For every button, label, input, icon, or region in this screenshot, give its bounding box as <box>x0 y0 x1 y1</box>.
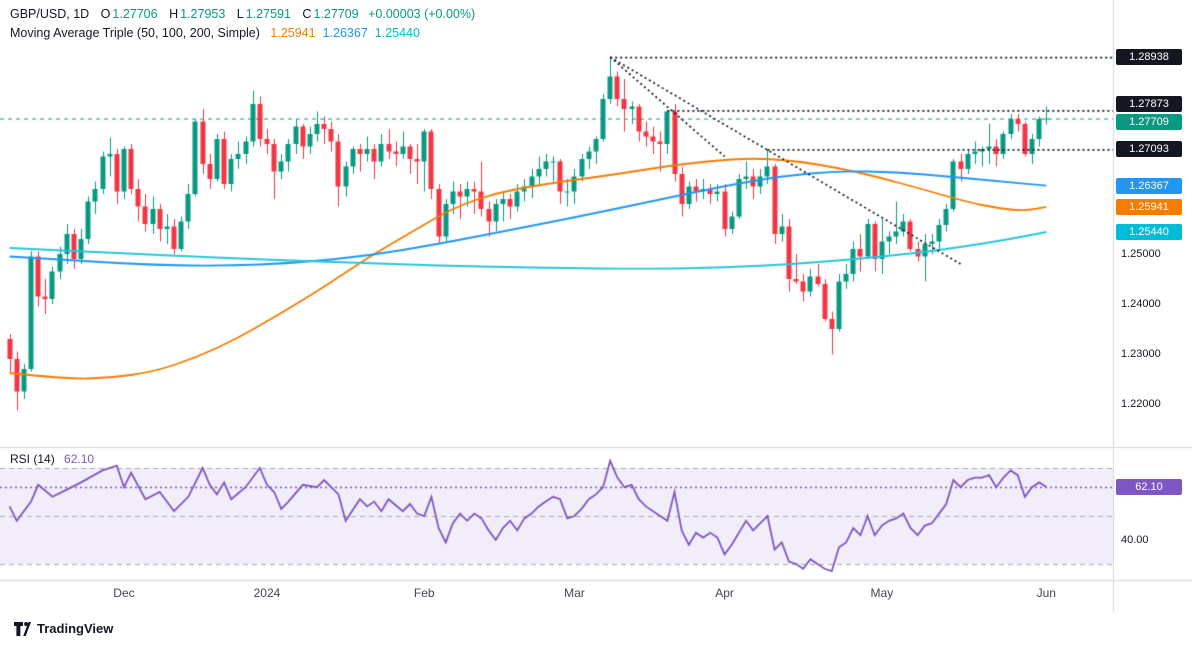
price-tick: 1.22000 <box>1121 398 1161 410</box>
rsi-legend: RSI (14) 62.10 <box>10 452 94 466</box>
price-badge: 1.27873 <box>1116 96 1182 113</box>
tradingview-logo-text: TradingView <box>37 621 114 636</box>
ohlc-low-value: 1.27591 <box>245 7 291 21</box>
price-badge: 1.25941 <box>1116 198 1182 215</box>
time-label: Mar <box>564 586 585 600</box>
ohlc-low-label: L <box>236 7 244 21</box>
time-label: Jun <box>1036 586 1056 600</box>
price-badge: 1.27093 <box>1116 141 1182 158</box>
ma-value: 1.25440 <box>374 26 420 40</box>
ohlc-open-label: O <box>100 7 111 21</box>
tradingview-logo-icon <box>14 621 31 636</box>
rsi-badge: 62.10 <box>1116 478 1182 495</box>
time-axis[interactable]: Dec 2024 Feb Mar Apr May Jun <box>0 580 1113 608</box>
ma-indicator-title[interactable]: Moving Average Triple (50, 100, 200, Sim… <box>10 26 260 40</box>
time-label: 2024 <box>253 586 281 600</box>
ma-value: 1.25941 <box>270 26 316 40</box>
time-label: Apr <box>715 586 734 600</box>
ohlc-open-value: 1.27706 <box>112 7 158 21</box>
price-tick: 1.23000 <box>1121 348 1161 360</box>
symbol-title[interactable]: GBP/USD, 1D <box>10 7 90 21</box>
price-tick: 1.25000 <box>1121 248 1161 260</box>
symbol-legend: GBP/USD, 1D O 1.27706 H 1.27953 L 1.27591 C… <box>10 7 475 21</box>
time-label: May <box>870 586 894 600</box>
ma-value: 1.26367 <box>322 26 368 40</box>
price-badge: 1.27709 <box>1116 113 1182 130</box>
price-badge: 1.25440 <box>1116 224 1182 240</box>
time-label: Feb <box>413 586 435 600</box>
rsi-value: 62.10 <box>64 452 95 466</box>
ohlc-high-value: 1.27953 <box>180 7 226 21</box>
price-tick: 1.24000 <box>1121 298 1161 310</box>
time-label: Dec <box>113 586 135 600</box>
rsi-params: (14) <box>33 452 55 466</box>
price-axis[interactable]: 1.28938 1.27873 1.27709 1.27093 1.26367 1.259… <box>1113 0 1192 620</box>
tradingview-watermark[interactable]: TradingView <box>14 621 113 636</box>
ohlc-close-value: 1.27709 <box>313 7 359 21</box>
ma-values: 1.25941 1.26367 1.25440 <box>263 26 420 40</box>
ohlc-close-label: C <box>302 7 312 21</box>
ma-legend: Moving Average Triple (50, 100, 200, Sim… <box>10 26 420 40</box>
price-badge: 1.28938 <box>1116 49 1182 66</box>
ohlc-high-label: H <box>169 7 179 21</box>
rsi-indicator-title[interactable]: RSI <box>10 452 31 466</box>
rsi-tick: 40.00 <box>1121 534 1149 546</box>
price-badge: 1.26367 <box>1116 177 1182 194</box>
ohlc-change: +0.00003 (+0.00%) <box>368 7 476 21</box>
